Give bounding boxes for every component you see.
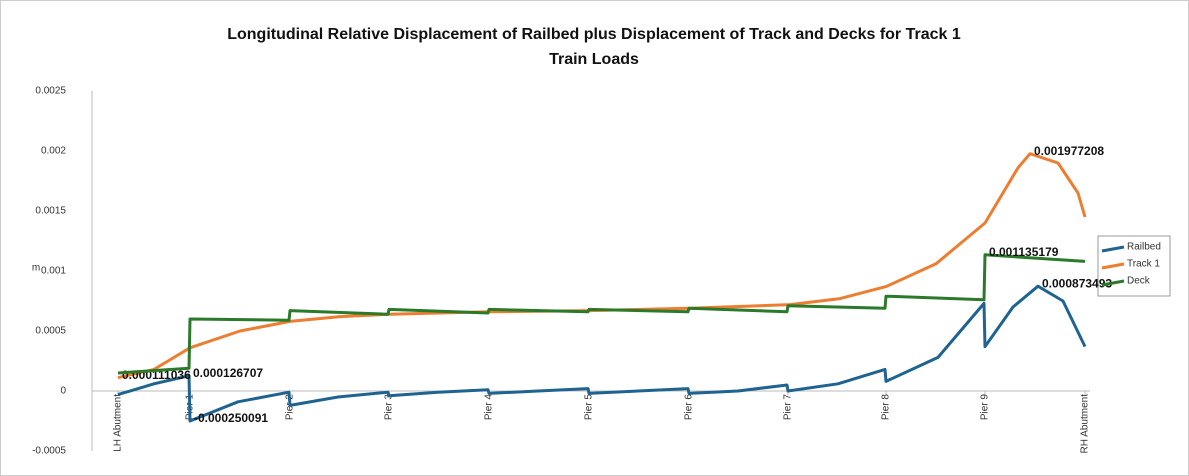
y-tick-label: 0 [60,386,66,397]
x-tick-label: Pier 8 [881,394,892,421]
x-tick-label: Pier 4 [484,394,495,421]
y-tick-label: 0.001 [41,266,66,277]
x-tick-label: Pier 3 [384,394,395,421]
series-line [117,253,1086,375]
y-tick-label: 0.0025 [35,86,66,97]
data-label: 0.000873493 [1042,276,1112,290]
legend-swatch [1101,279,1125,287]
y-axis-label: m [32,263,40,274]
chart-title: Longitudinal Relative Displacement of Ra… [227,26,961,43]
series-line [117,284,1087,423]
legend-swatch [1101,262,1125,270]
y-tick-label: 0.0005 [35,326,66,337]
legend-label: Deck [1127,276,1151,287]
x-tick-label: RH Abutment [1080,394,1091,454]
data-label: 0.001977208 [1034,144,1104,158]
data-label: -0.000250091 [194,411,268,425]
legend-swatch [1101,245,1125,253]
x-tick-label: Pier 7 [783,394,794,421]
x-tick-label: Pier 5 [584,394,595,421]
chart-subtitle: Train Loads [549,51,639,68]
x-tick-label: Pier 6 [684,394,695,421]
y-tick-label: -0.0005 [32,446,66,457]
y-tick-label: 0.002 [41,146,66,157]
x-tick-label: LH Abutment [113,394,124,452]
data-label: 0.001135179 [989,245,1059,259]
legend-label: Track 1 [1127,259,1160,270]
series-line [117,152,1087,380]
y-tick-label: 0.0015 [35,206,66,217]
x-tick-label: Pier 9 [980,394,991,421]
data-label: 0.000126707 [193,366,263,380]
legend-label: Railbed [1127,242,1161,253]
